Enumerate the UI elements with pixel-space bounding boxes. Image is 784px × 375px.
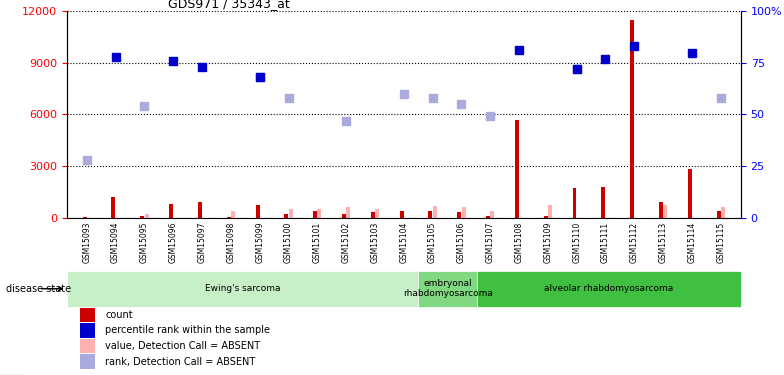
Bar bbox=[13, 374, 14, 375]
Text: GSM15114: GSM15114 bbox=[688, 222, 696, 263]
Text: embryonal
rhabdomyosarcoma: embryonal rhabdomyosarcoma bbox=[403, 279, 492, 298]
Bar bbox=[400, 211, 404, 218]
Bar bbox=[572, 188, 576, 218]
FancyBboxPatch shape bbox=[80, 339, 95, 353]
Bar bbox=[19, 374, 20, 375]
Bar bbox=[144, 214, 149, 217]
Bar bbox=[342, 214, 346, 217]
Text: GSM15110: GSM15110 bbox=[572, 222, 581, 263]
Bar bbox=[543, 216, 548, 217]
Text: GSM15115: GSM15115 bbox=[717, 222, 725, 263]
Bar bbox=[490, 211, 495, 218]
Text: rank, Detection Call = ABSENT: rank, Detection Call = ABSENT bbox=[105, 357, 256, 366]
Bar bbox=[630, 20, 634, 217]
Bar bbox=[717, 211, 720, 218]
Bar bbox=[3, 374, 5, 375]
Text: value, Detection Call = ABSENT: value, Detection Call = ABSENT bbox=[105, 341, 260, 351]
Text: alveolar rhabdomyosarcoma: alveolar rhabdomyosarcoma bbox=[544, 284, 673, 293]
Text: GSM15100: GSM15100 bbox=[284, 222, 293, 263]
Bar bbox=[231, 211, 235, 218]
Text: GSM15096: GSM15096 bbox=[169, 222, 178, 263]
Text: GSM15104: GSM15104 bbox=[399, 222, 408, 263]
Bar bbox=[659, 202, 663, 217]
Bar bbox=[169, 204, 173, 218]
Bar bbox=[462, 207, 466, 218]
Text: GSM15099: GSM15099 bbox=[255, 222, 264, 263]
Bar bbox=[9, 374, 10, 375]
Bar bbox=[6, 374, 8, 375]
FancyBboxPatch shape bbox=[80, 308, 95, 322]
Bar bbox=[2, 374, 3, 375]
Bar bbox=[428, 211, 433, 217]
Bar bbox=[12, 374, 13, 375]
Bar bbox=[486, 216, 490, 217]
Bar bbox=[17, 374, 19, 375]
Text: GSM15103: GSM15103 bbox=[371, 222, 379, 263]
Bar bbox=[14, 374, 16, 375]
Text: GSM15102: GSM15102 bbox=[342, 222, 350, 263]
Bar bbox=[688, 170, 691, 217]
Text: disease state: disease state bbox=[6, 284, 71, 294]
Text: percentile rank within the sample: percentile rank within the sample bbox=[105, 326, 270, 336]
Text: GSM15112: GSM15112 bbox=[630, 222, 639, 263]
FancyBboxPatch shape bbox=[477, 271, 741, 307]
Bar bbox=[548, 206, 552, 218]
Text: GSM15111: GSM15111 bbox=[601, 222, 610, 263]
Text: GDS971 / 35343_at: GDS971 / 35343_at bbox=[168, 0, 289, 10]
Bar bbox=[433, 206, 437, 218]
Bar bbox=[663, 206, 667, 218]
Bar bbox=[371, 212, 375, 217]
Text: GSM15107: GSM15107 bbox=[486, 222, 495, 263]
Bar bbox=[289, 209, 292, 218]
Bar bbox=[375, 209, 379, 218]
Text: GSM15097: GSM15097 bbox=[198, 222, 206, 263]
Bar bbox=[10, 374, 12, 375]
Text: GSM15094: GSM15094 bbox=[111, 222, 120, 263]
Text: GSM15093: GSM15093 bbox=[82, 222, 91, 263]
Text: GSM15109: GSM15109 bbox=[543, 222, 553, 263]
Bar bbox=[21, 374, 23, 375]
Bar bbox=[5, 374, 6, 375]
FancyBboxPatch shape bbox=[80, 354, 95, 369]
Bar bbox=[318, 209, 321, 218]
Text: GSM15098: GSM15098 bbox=[227, 222, 235, 263]
Bar bbox=[285, 214, 289, 217]
Bar bbox=[16, 374, 17, 375]
FancyBboxPatch shape bbox=[67, 271, 419, 307]
Bar bbox=[111, 197, 115, 217]
Bar bbox=[8, 374, 9, 375]
Text: GSM15113: GSM15113 bbox=[659, 222, 668, 263]
Bar bbox=[515, 120, 519, 218]
Bar bbox=[721, 207, 725, 218]
Text: GSM15101: GSM15101 bbox=[313, 222, 321, 263]
Bar bbox=[198, 202, 202, 217]
Bar bbox=[601, 187, 605, 218]
Bar bbox=[313, 211, 318, 217]
Text: GSM15095: GSM15095 bbox=[140, 222, 149, 263]
Text: count: count bbox=[105, 310, 132, 320]
Bar bbox=[20, 374, 21, 375]
FancyBboxPatch shape bbox=[419, 271, 477, 307]
Bar bbox=[256, 205, 260, 218]
Bar bbox=[140, 216, 144, 217]
Text: GSM15108: GSM15108 bbox=[514, 222, 524, 263]
Bar bbox=[347, 207, 350, 218]
Text: GSM15106: GSM15106 bbox=[457, 222, 466, 263]
Bar bbox=[1, 374, 2, 375]
Text: GSM15105: GSM15105 bbox=[428, 222, 437, 263]
FancyBboxPatch shape bbox=[80, 323, 95, 338]
Text: Ewing's sarcoma: Ewing's sarcoma bbox=[205, 284, 280, 293]
Bar bbox=[457, 212, 461, 217]
